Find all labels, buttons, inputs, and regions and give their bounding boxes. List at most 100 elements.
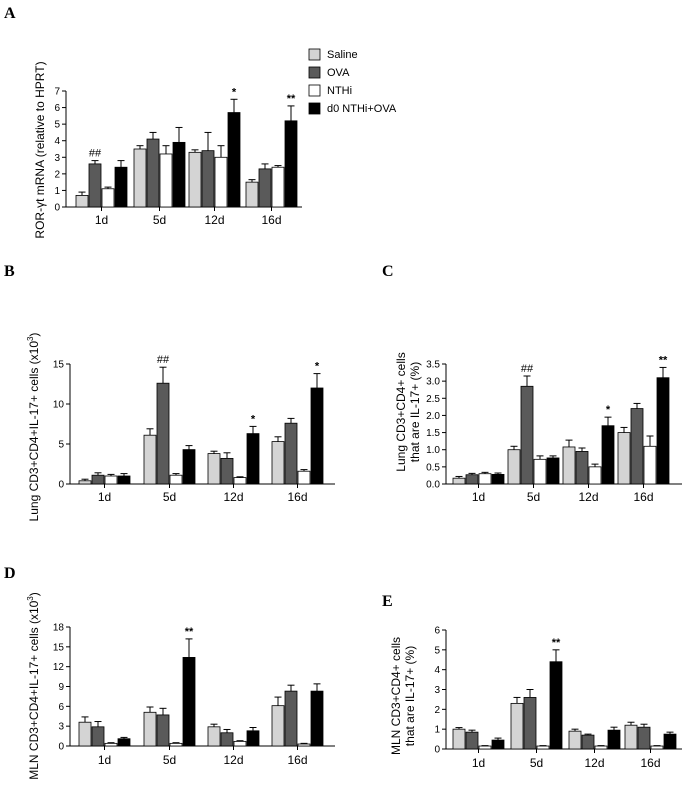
bar-c-d0: [491, 473, 505, 485]
y-tick-label-e: 4: [434, 665, 440, 676]
x-tick-label-e: 12d: [584, 756, 604, 770]
bar-c-d0: [546, 457, 560, 485]
x-tick-label-e: 1d: [472, 756, 485, 770]
x-tick-label-d: 16d: [287, 753, 307, 767]
x-tick-label-e: 5d: [530, 756, 543, 770]
bar-a-d0: [227, 112, 241, 208]
significance-label-c: ##: [521, 363, 534, 375]
bar-d-saline: [271, 705, 285, 747]
bar-d-nthi: [233, 740, 247, 747]
x-tick-label-a: 16d: [261, 213, 281, 227]
chart-panel-b: 0 5 10 15 1d 5d 12d 16d ## * *: [53, 354, 335, 504]
bar-b-saline: [143, 434, 157, 485]
bar-e-saline: [452, 728, 466, 750]
bar-d-ova: [156, 714, 170, 747]
bar-c-saline: [562, 446, 576, 485]
bar-d-nthi: [169, 742, 183, 747]
bar-c-ova: [630, 408, 644, 485]
bar-d-d0: [246, 730, 260, 747]
x-tick-label-c: 12d: [578, 490, 598, 504]
bar-b-ova: [220, 457, 234, 485]
significance-label-d: **: [185, 626, 194, 638]
x-tick-label-d: 5d: [163, 753, 176, 767]
x-tick-label-b: 16d: [287, 490, 307, 504]
bar-e-saline: [568, 730, 582, 750]
bar-a-nthi: [101, 188, 115, 208]
bar-a-d0: [172, 141, 186, 208]
bar-c-nthi: [588, 466, 602, 485]
y-axis-label-c-line1: Lung CD3+CD4+ cells: [394, 352, 408, 471]
y-tick-label-a: 7: [54, 87, 60, 98]
significance-label-a: ##: [89, 148, 102, 160]
y-tick-label-c: 1.5: [426, 428, 440, 439]
bar-c-nthi: [643, 445, 657, 485]
bar-a-ova: [258, 168, 272, 208]
bar-c-d0: [601, 425, 615, 485]
x-tick-label-a: 5d: [153, 213, 166, 227]
significance-label-b: *: [315, 361, 320, 373]
legend-swatch-saline: [308, 48, 321, 61]
legend-swatch-d0: [308, 102, 321, 115]
x-tick-label-a: 1d: [95, 213, 108, 227]
y-tick-label-e: 3: [434, 685, 440, 696]
bar-a-saline: [133, 148, 147, 208]
bar-a-nthi: [271, 166, 285, 208]
y-tick-label-d: 0: [58, 742, 64, 753]
bar-b-d0: [117, 475, 131, 485]
bar-c-saline: [507, 449, 521, 485]
legend-label-ova: OVA: [327, 67, 350, 79]
legend-label-saline: Saline: [327, 49, 358, 61]
bar-d-ova: [91, 726, 105, 747]
bar-b-saline: [78, 480, 92, 485]
legend-label-d0: d0 NTHi+OVA: [327, 103, 397, 115]
y-tick-label-c: 0.0: [426, 480, 440, 491]
bar-d-nthi: [297, 743, 311, 747]
bar-a-saline: [245, 181, 259, 208]
bar-a-ova: [88, 163, 102, 208]
chart-panel-d: 0 3 6 9 12 15 18 1d 5d 12d 16d **: [53, 623, 335, 767]
significance-label-e: **: [552, 637, 561, 649]
y-tick-label-c: 3.0: [426, 377, 440, 388]
y-axis-label-e-line2: that are IL-17+ (%): [403, 646, 417, 746]
chart-panel-e: 0 1 2 3 4 5 6 1d 5d 12d 16d **: [434, 626, 682, 770]
significance-label-c: *: [606, 404, 611, 416]
significance-label-c: **: [659, 354, 668, 366]
x-tick-label-b: 12d: [223, 490, 243, 504]
y-tick-label-c: 2.0: [426, 411, 440, 422]
y-tick-label-e: 2: [434, 705, 440, 716]
bar-a-ova: [146, 138, 160, 208]
y-tick-label-e: 1: [434, 725, 440, 736]
bar-e-saline: [510, 702, 524, 750]
panel-letter-c: C: [382, 263, 394, 280]
y-tick-label-c: 2.5: [426, 394, 440, 405]
bar-e-nthi: [594, 745, 608, 750]
bar-e-saline: [624, 724, 638, 750]
y-tick-label-b: 15: [53, 360, 65, 371]
y-tick-label-b: 0: [58, 480, 64, 491]
bar-e-d0: [549, 661, 563, 750]
bar-e-ova: [637, 726, 651, 750]
y-tick-label-a: 5: [54, 120, 60, 131]
bar-c-ova: [465, 474, 479, 485]
panel-letter-b: B: [4, 263, 15, 280]
y-tick-label-c: 0.5: [426, 462, 440, 473]
bar-b-ova: [284, 422, 298, 485]
significance-label-a: **: [287, 93, 296, 105]
chart-panel-c: 0.00.51.01.52.02.53.03.51d 5d 12d 16d##***: [426, 354, 682, 504]
y-tick-label-b: 10: [53, 400, 65, 411]
y-tick-label-d: 18: [53, 623, 65, 634]
y-tick-label-a: 6: [54, 103, 60, 114]
bar-e-nthi: [536, 745, 550, 750]
bar-b-nthi: [169, 474, 183, 485]
x-tick-label-d: 1d: [98, 753, 111, 767]
bar-c-saline: [452, 477, 466, 485]
bar-d-saline: [78, 721, 92, 747]
x-tick-label-b: 5d: [163, 490, 176, 504]
bar-c-saline: [617, 432, 631, 485]
bar-e-d0: [607, 729, 621, 750]
y-tick-label-a: 2: [54, 169, 60, 180]
panel-letter-d: D: [4, 565, 16, 582]
legend-label-nthi: NTHi: [327, 85, 352, 97]
